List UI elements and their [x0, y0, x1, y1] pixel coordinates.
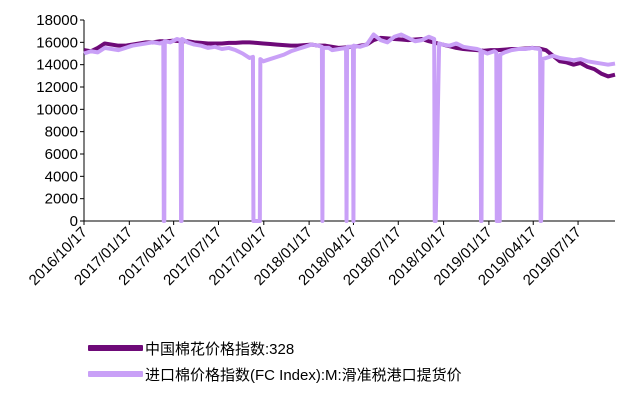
y-tick-label: 4000	[45, 168, 78, 185]
y-tick-label: 12000	[36, 79, 78, 96]
legend-swatch	[88, 371, 143, 377]
legend-label: 中国棉花价格指数:328	[145, 340, 295, 358]
y-tick-label: 14000	[36, 57, 78, 74]
legend-item-china-cotton-index: 中国棉花价格指数:328	[88, 336, 608, 360]
y-tick-label: 16000	[36, 34, 78, 51]
y-tick-label: 6000	[45, 146, 78, 163]
y-tick-label: 2000	[45, 191, 78, 208]
legend-label: 进口棉价格指数(FC Index):M:滑准税港口提货价	[145, 366, 462, 384]
x-axis: 2016/10/172017/01/172017/04/172017/07/17…	[26, 220, 615, 289]
y-tick-label: 10000	[36, 101, 78, 118]
series-line-1	[83, 32, 616, 223]
y-tick-label: 18000	[36, 12, 78, 29]
y-tick-label: 8000	[45, 124, 78, 141]
legend-swatch	[88, 345, 143, 351]
y-tick-label: 0	[70, 213, 78, 230]
series-layer	[83, 32, 616, 223]
y-axis: 0 2000 4000 6000 8000 10000 12000 14000 16000 180…	[36, 12, 85, 230]
legend-item-import-cotton-index: 进口棉价格指数(FC Index):M:滑准税港口提货价	[88, 362, 608, 386]
